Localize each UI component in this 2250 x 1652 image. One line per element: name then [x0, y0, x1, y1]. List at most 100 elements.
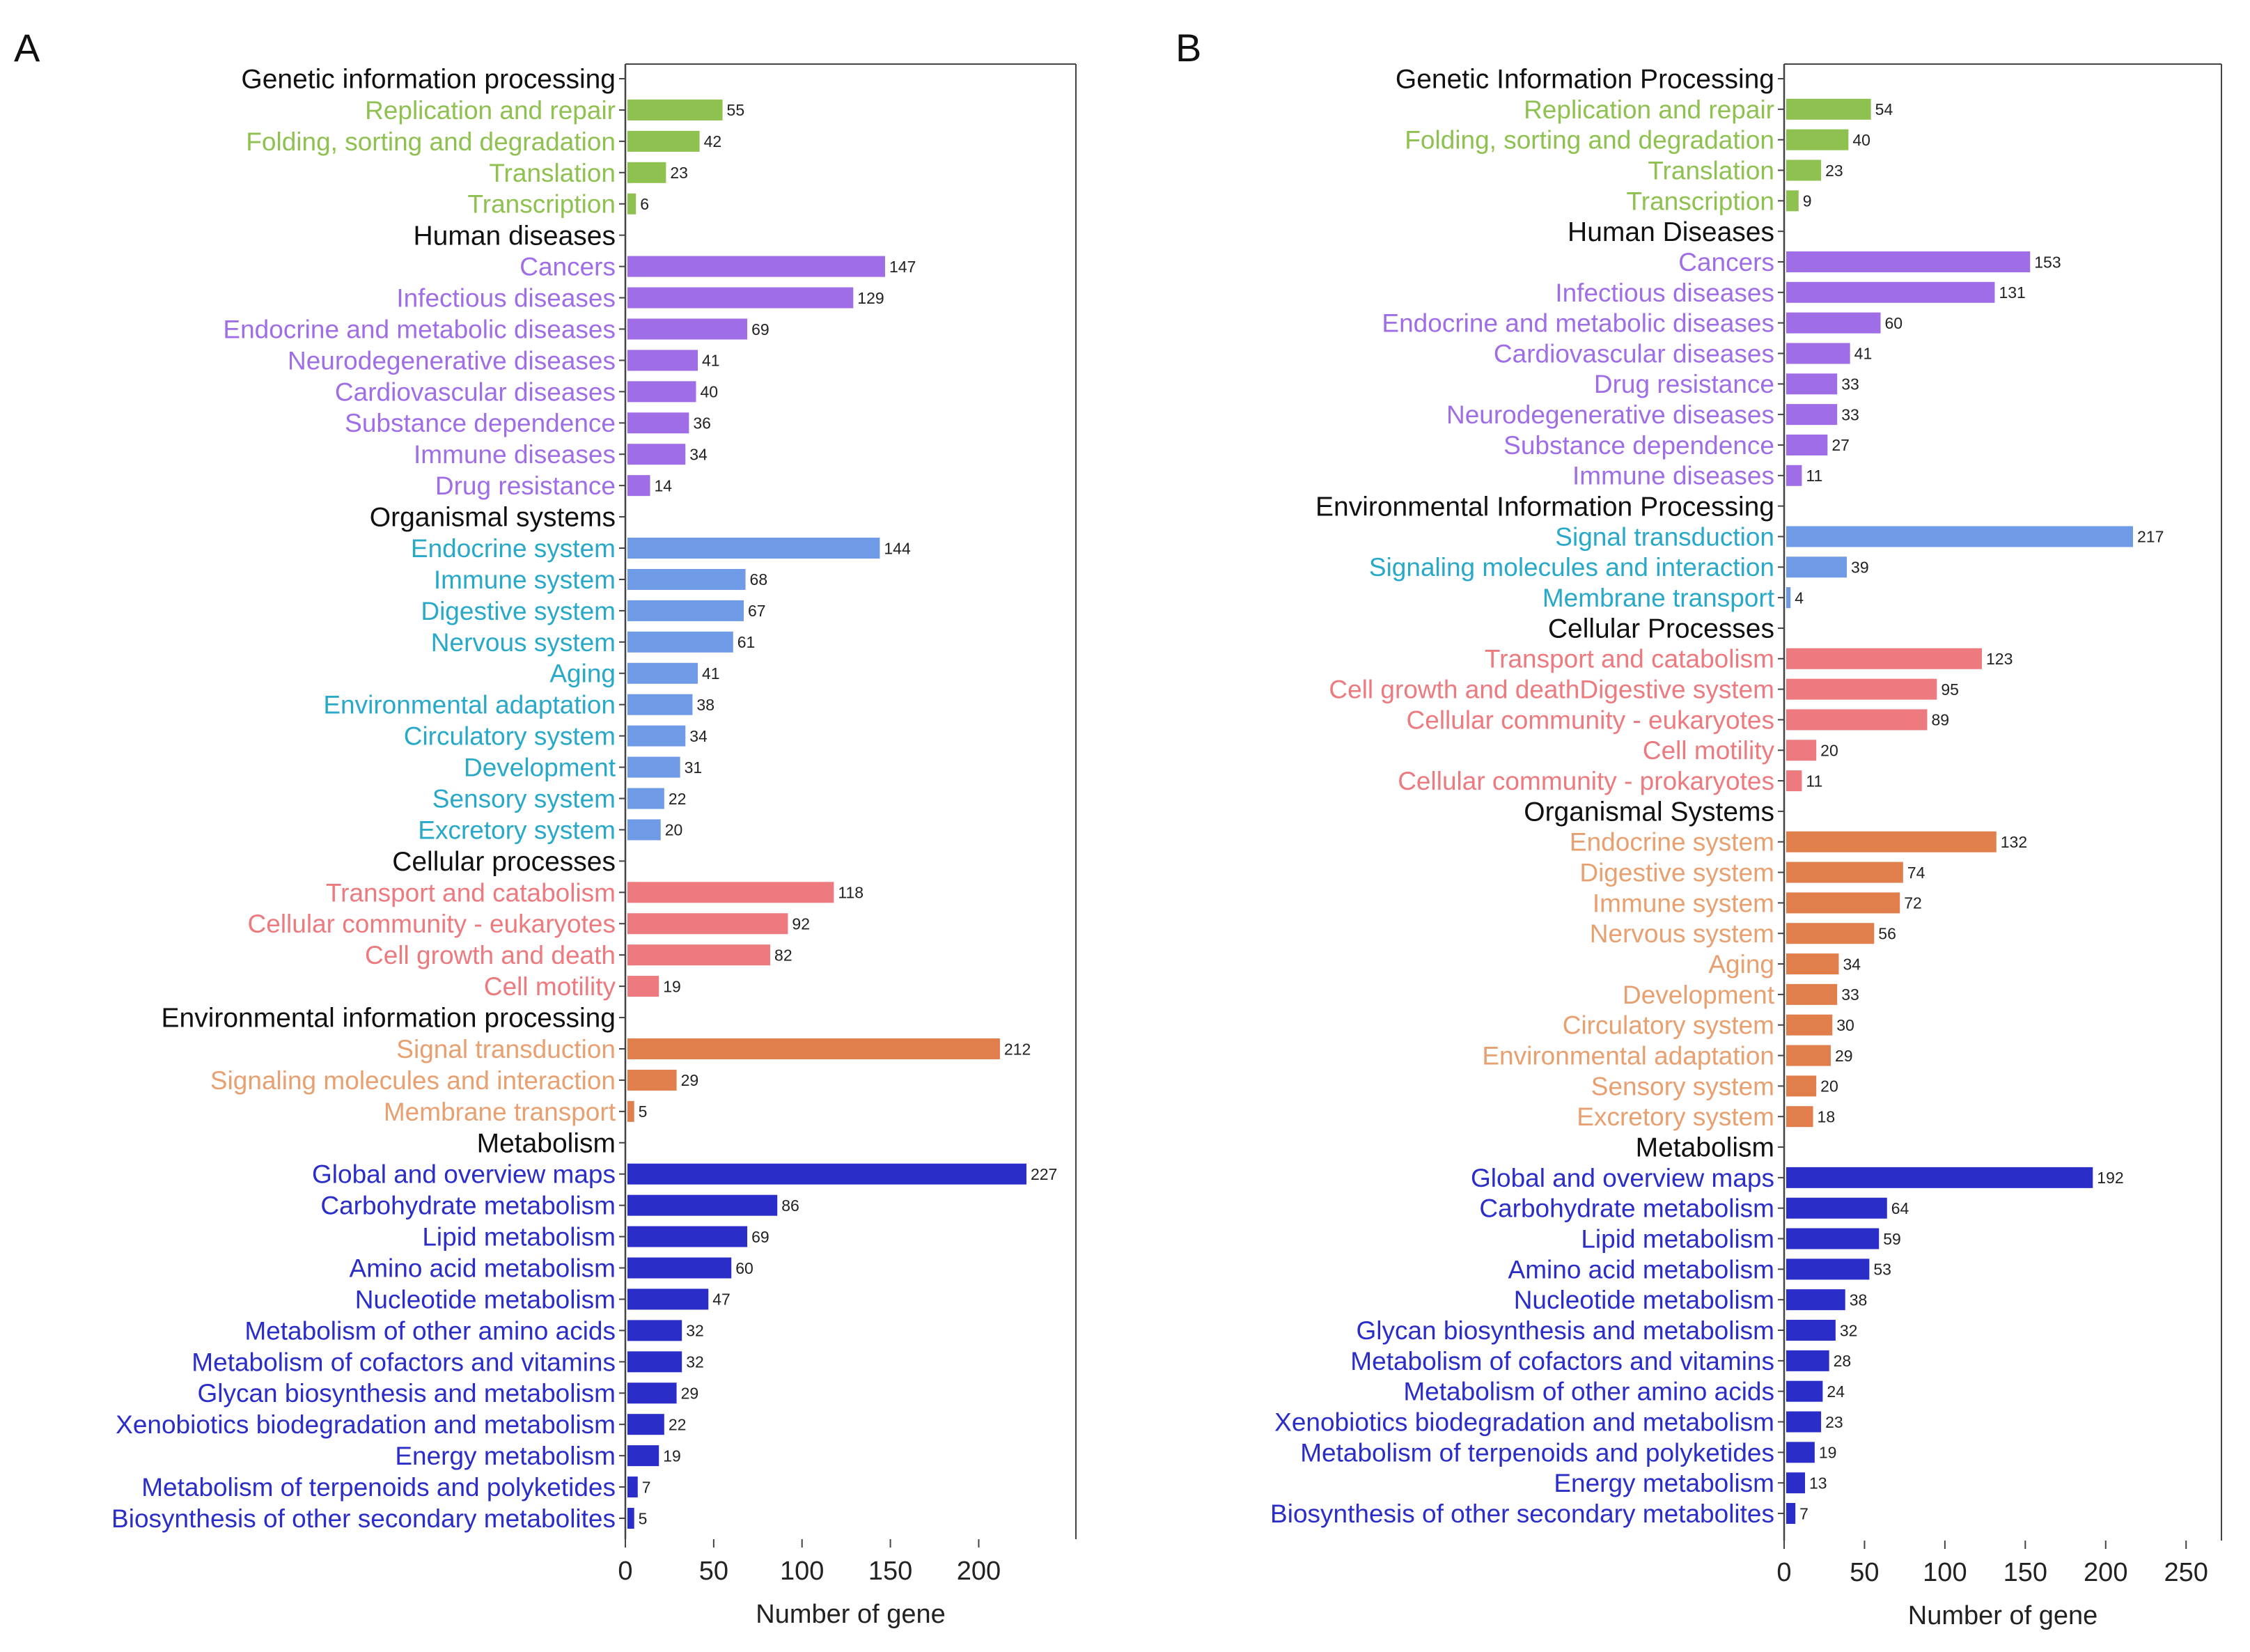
panel-a-chart: Genetic information processingReplicatio… [111, 63, 1077, 1629]
value-label-b-global-and-overview-maps: 192 [2097, 1169, 2123, 1187]
group-header-b-human-diseases: Human Diseases [1568, 217, 1774, 247]
bar-a-glycan-biosynthesis-and-metabolism [627, 1382, 677, 1404]
value-label-b-amino-acid-metabolism: 53 [1873, 1261, 1891, 1279]
category-label-b-energy-metabolism: Energy metabolism [1554, 1469, 1774, 1497]
category-label-a-metabolism-of-terpenoids-and-polyketides: Metabolism of terpenoids and polyketides [141, 1473, 616, 1502]
bar-a-cell-growth-and-death [627, 944, 771, 966]
value-label-a-energy-metabolism: 19 [663, 1447, 681, 1465]
category-label-b-cellular-community-prokaryotes: Cellular community - prokaryotes [1398, 767, 1774, 795]
group-header-b-metabolism: Metabolism [1636, 1133, 1774, 1163]
value-label-a-digestive-system: 67 [748, 602, 766, 620]
category-label-b-endocrine-system: Endocrine system [1570, 828, 1774, 857]
category-label-b-neurodegenerative-diseases: Neurodegenerative diseases [1446, 400, 1774, 429]
category-label-b-signaling-molecules-and-interaction: Signaling molecules and interaction [1369, 553, 1774, 582]
category-label-b-membrane-transport: Membrane transport [1542, 584, 1775, 612]
bar-b-glycan-biosynthesis-and-metabolism [1786, 1320, 1836, 1341]
bar-b-cell-growth-and-deathdigestive-system [1786, 678, 1937, 700]
bar-b-lipid-metabolism [1786, 1228, 1880, 1249]
value-label-b-cardiovascular-diseases: 41 [1854, 345, 1873, 363]
bar-a-cancers [627, 256, 885, 277]
category-label-a-energy-metabolism: Energy metabolism [395, 1442, 616, 1470]
bar-a-membrane-transport [627, 1100, 634, 1122]
bar-b-biosynthesis-of-other-secondary-metabolites [1786, 1503, 1796, 1524]
value-label-b-infectious-diseases: 131 [1999, 283, 2025, 302]
value-label-b-sensory-system: 20 [1820, 1077, 1838, 1096]
group-header-b-cellular-processes: Cellular Processes [1548, 614, 1774, 644]
bar-a-metabolism-of-other-amino-acids [627, 1320, 682, 1341]
category-label-a-development: Development [464, 754, 616, 782]
x-axis-title-a: Number of gene [756, 1600, 946, 1629]
value-label-b-immune-system: 72 [1904, 894, 1922, 912]
category-label-a-metabolism-of-other-amino-acids: Metabolism of other amino acids [244, 1316, 616, 1345]
value-label-b-endocrine-system: 132 [2001, 833, 2027, 851]
bar-a-energy-metabolism [627, 1445, 659, 1467]
category-label-a-nucleotide-metabolism: Nucleotide metabolism [355, 1285, 616, 1314]
category-label-b-transport-and-catabolism: Transport and catabolism [1485, 645, 1774, 673]
category-label-b-cancers: Cancers [1678, 248, 1774, 276]
value-label-a-transport-and-catabolism: 118 [838, 884, 864, 902]
bar-a-cell-motility [627, 976, 659, 997]
value-label-a-membrane-transport: 5 [639, 1102, 648, 1121]
bar-b-global-and-overview-maps [1786, 1167, 2093, 1188]
value-label-a-biosynthesis-of-other-secondary-metabolites: 5 [639, 1509, 648, 1527]
group-header-a-metabolism: Metabolism [477, 1128, 616, 1158]
bar-b-immune-diseases [1786, 465, 1802, 486]
value-label-a-substance-dependence: 36 [693, 414, 711, 433]
value-label-b-aging: 34 [1843, 955, 1861, 973]
x-tick-label-a-100: 100 [780, 1557, 824, 1586]
group-header-a-organismal-systems: Organismal systems [370, 503, 616, 533]
bar-b-metabolism-of-cofactors-and-vitamins [1786, 1350, 1829, 1371]
x-axis-title-b: Number of gene [1908, 1601, 2098, 1630]
value-label-b-development: 33 [1841, 985, 1859, 1004]
bar-b-carbohydrate-metabolism [1786, 1197, 1887, 1219]
bar-b-circulatory-system [1786, 1014, 1833, 1036]
value-label-b-digestive-system: 74 [1907, 864, 1925, 882]
bar-a-immune-system [627, 568, 746, 590]
x-tick-label-b-250: 250 [2164, 1558, 2208, 1587]
category-label-a-nervous-system: Nervous system [431, 628, 616, 657]
bar-b-metabolism-of-other-amino-acids [1786, 1380, 1823, 1402]
value-label-b-substance-dependence: 27 [1831, 436, 1850, 454]
value-label-b-biosynthesis-of-other-secondary-metabolites: 7 [1799, 1504, 1808, 1522]
value-label-b-cell-motility: 20 [1820, 742, 1838, 760]
panel-b-chart: Genetic Information ProcessingReplicatio… [1270, 63, 2222, 1630]
bar-a-neurodegenerative-diseases [627, 350, 698, 371]
bar-a-metabolism-of-cofactors-and-vitamins [627, 1351, 682, 1373]
value-label-a-replication-and-repair: 55 [727, 101, 745, 119]
bar-a-excretory-system [627, 819, 661, 841]
category-label-b-aging: Aging [1708, 950, 1774, 979]
x-tick-label-a-0: 0 [618, 1557, 632, 1586]
group-header-b-genetic-information-processing: Genetic Information Processing [1396, 65, 1774, 95]
category-label-a-endocrine-and-metabolic-diseases: Endocrine and metabolic diseases [223, 315, 616, 343]
category-label-b-substance-dependence: Substance dependence [1503, 431, 1774, 460]
x-tick-label-a-200: 200 [957, 1557, 1001, 1586]
value-label-a-development: 31 [685, 758, 703, 777]
x-tick-label-b-50: 50 [1850, 1558, 1879, 1587]
value-label-a-translation: 23 [670, 164, 688, 182]
value-label-b-metabolism-of-cofactors-and-vitamins: 28 [1834, 1352, 1852, 1370]
bar-a-replication-and-repair [627, 99, 723, 120]
category-label-b-folding-sorting-and-degradation: Folding, sorting and degradation [1405, 126, 1774, 155]
category-label-a-carbohydrate-metabolism: Carbohydrate metabolism [320, 1192, 616, 1220]
value-label-a-immune-diseases: 34 [689, 445, 708, 463]
category-label-a-replication-and-repair: Replication and repair [365, 96, 616, 125]
category-label-a-substance-dependence: Substance dependence [345, 409, 616, 437]
panel-a-letter: A [14, 26, 40, 70]
category-label-a-cardiovascular-diseases: Cardiovascular diseases [335, 377, 616, 406]
value-label-b-neurodegenerative-diseases: 33 [1841, 405, 1859, 423]
value-label-a-signal-transduction: 212 [1004, 1040, 1031, 1058]
bar-a-nucleotide-metabolism [627, 1288, 709, 1310]
category-label-a-amino-acid-metabolism: Amino acid metabolism [350, 1254, 616, 1282]
value-label-a-environmental-adaptation: 38 [696, 696, 714, 714]
category-label-b-metabolism-of-cofactors-and-vitamins: Metabolism of cofactors and vitamins [1350, 1347, 1774, 1376]
bar-b-development [1786, 983, 1838, 1005]
category-label-a-metabolism-of-cofactors-and-vitamins: Metabolism of cofactors and vitamins [192, 1348, 616, 1376]
value-label-b-immune-diseases: 11 [1806, 467, 1822, 485]
value-label-a-signaling-molecules-and-interaction: 29 [681, 1071, 699, 1089]
bar-a-infectious-diseases [627, 287, 854, 309]
value-label-b-cancers: 153 [2034, 253, 2061, 271]
value-label-a-cardiovascular-diseases: 40 [700, 383, 718, 401]
category-label-a-excretory-system: Excretory system [418, 816, 616, 844]
value-label-b-transcription: 9 [1803, 192, 1812, 210]
